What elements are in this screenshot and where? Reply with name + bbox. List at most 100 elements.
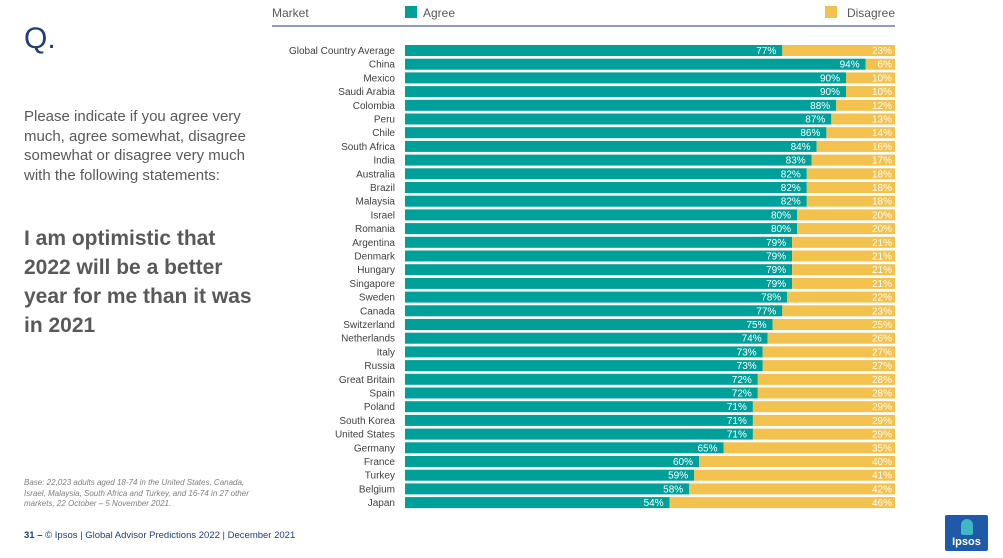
value-label-agree: 73% xyxy=(737,361,757,372)
category-label: Poland xyxy=(364,402,395,413)
value-label-agree: 78% xyxy=(761,293,781,304)
bar-disagree xyxy=(806,168,895,180)
category-label: Malaysia xyxy=(356,197,396,208)
category-label: India xyxy=(373,156,395,167)
bar-disagree xyxy=(757,387,895,399)
value-label-disagree: 12% xyxy=(872,101,892,112)
bar-disagree xyxy=(846,86,895,98)
value-label-disagree: 21% xyxy=(872,252,892,263)
category-label: Colombia xyxy=(353,101,396,112)
bar-disagree xyxy=(787,291,895,303)
value-label-disagree: 46% xyxy=(872,498,892,509)
ipsos-logo: Ipsos xyxy=(945,515,988,551)
bar-disagree xyxy=(797,223,895,235)
category-label: Chile xyxy=(372,128,395,139)
value-label-disagree: 29% xyxy=(872,402,892,413)
value-label-agree: 94% xyxy=(840,60,860,71)
value-label-disagree: 29% xyxy=(872,430,892,441)
value-label-agree: 90% xyxy=(820,73,840,84)
footer: 31 – © Ipsos | Global Advisor Prediction… xyxy=(24,530,295,541)
value-label-disagree: 21% xyxy=(872,279,892,290)
bar-disagree xyxy=(762,360,895,372)
value-label-disagree: 20% xyxy=(872,210,892,221)
bar-disagree xyxy=(669,497,895,509)
category-label: China xyxy=(369,60,396,71)
category-label: Saudi Arabia xyxy=(338,87,395,98)
value-label-agree: 59% xyxy=(668,471,688,482)
category-label: Peru xyxy=(374,115,395,126)
bar-disagree xyxy=(792,250,895,262)
bar-disagree xyxy=(723,442,895,454)
category-label: Israel xyxy=(371,210,395,221)
category-label: Australia xyxy=(356,169,395,180)
bar-disagree xyxy=(831,113,895,125)
bar-disagree xyxy=(816,140,895,152)
bar-agree xyxy=(405,332,768,344)
bar-agree xyxy=(405,127,827,139)
value-label-agree: 60% xyxy=(673,457,693,468)
bar-disagree xyxy=(806,195,895,207)
value-label-agree: 58% xyxy=(663,484,683,495)
footer-text: © Ipsos | Global Advisor Predictions 202… xyxy=(45,530,296,541)
value-label-agree: 82% xyxy=(781,197,801,208)
category-label: United States xyxy=(335,430,395,441)
bar-agree xyxy=(405,360,763,372)
category-label: South Africa xyxy=(341,142,395,153)
bar-agree xyxy=(405,456,699,467)
value-label-disagree: 23% xyxy=(872,46,892,57)
value-label-agree: 77% xyxy=(756,46,776,57)
bar-disagree xyxy=(865,58,895,70)
category-label: Global Country Average xyxy=(289,46,395,57)
page-number: 31 – xyxy=(24,530,43,541)
bar-agree xyxy=(405,113,832,125)
bar-agree xyxy=(405,72,846,84)
value-label-disagree: 25% xyxy=(872,320,892,331)
bar-agree xyxy=(405,319,773,330)
bar-disagree xyxy=(811,154,895,166)
bar-disagree xyxy=(782,305,895,317)
value-label-agree: 73% xyxy=(737,347,757,358)
logo-text: Ipsos xyxy=(952,536,981,548)
value-label-disagree: 23% xyxy=(872,306,892,317)
value-label-agree: 83% xyxy=(786,156,806,167)
bar-agree xyxy=(405,469,695,481)
bar-agree xyxy=(405,346,763,358)
value-label-agree: 79% xyxy=(766,265,786,276)
bar-disagree xyxy=(694,469,895,481)
category-label: Canada xyxy=(360,306,395,317)
value-label-disagree: 21% xyxy=(872,265,892,276)
value-label-disagree: 29% xyxy=(872,416,892,427)
category-label: Switzerland xyxy=(343,320,395,331)
bar-disagree xyxy=(752,401,895,413)
category-label: Germany xyxy=(354,443,395,454)
category-label: Netherlands xyxy=(341,334,395,345)
value-label-agree: 75% xyxy=(746,320,766,331)
bar-agree xyxy=(405,168,807,180)
bar-disagree xyxy=(792,264,895,276)
category-label: Singapore xyxy=(349,279,395,290)
logo-mark-icon xyxy=(961,519,973,535)
category-label: Hungary xyxy=(357,265,395,276)
bar-agree xyxy=(405,497,670,509)
bar-agree xyxy=(405,414,753,426)
bar-agree xyxy=(405,45,783,56)
bar-agree xyxy=(405,291,788,303)
legend-agree-swatch xyxy=(405,6,417,18)
bar-agree xyxy=(405,428,753,440)
value-label-disagree: 14% xyxy=(872,128,892,139)
value-label-disagree: 22% xyxy=(872,293,892,304)
category-label: Spain xyxy=(369,389,395,400)
value-label-agree: 74% xyxy=(742,334,762,345)
market-header: Market xyxy=(272,6,309,20)
category-label: Brazil xyxy=(370,183,395,194)
value-label-disagree: 18% xyxy=(872,183,892,194)
value-label-agree: 71% xyxy=(727,402,747,413)
value-label-disagree: 28% xyxy=(872,389,892,400)
bar-agree xyxy=(405,250,793,262)
category-label: Belgium xyxy=(359,484,395,495)
category-label: France xyxy=(364,457,396,468)
bar-disagree xyxy=(846,72,895,84)
bar-disagree xyxy=(762,346,895,358)
bar-agree xyxy=(405,264,793,276)
